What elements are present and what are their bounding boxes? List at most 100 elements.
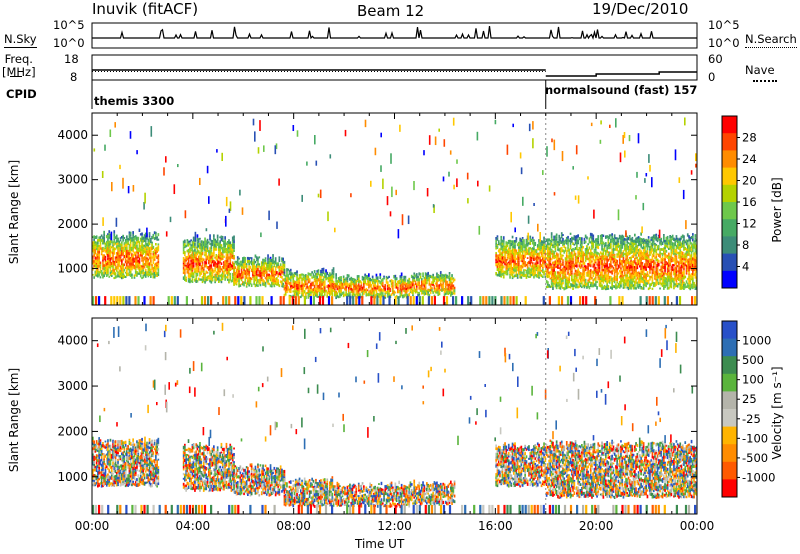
echo-cell <box>345 291 347 294</box>
echo-cell <box>184 274 186 278</box>
echo-cell <box>131 262 133 266</box>
echo-cell <box>560 269 563 272</box>
echo-cell <box>233 263 235 267</box>
echo-cell <box>605 257 607 261</box>
echo-cell <box>432 278 434 282</box>
echo-cell <box>274 273 277 276</box>
echo-cell <box>639 274 641 278</box>
echo-cell <box>245 271 248 275</box>
echo-cell <box>558 286 561 290</box>
echo-cell <box>587 270 589 274</box>
echo-cell <box>673 250 675 253</box>
echo-cell <box>623 274 626 277</box>
echo-cell <box>104 261 107 265</box>
echo-cell <box>533 247 535 251</box>
echo-cell <box>310 289 312 292</box>
echo-cell <box>538 276 540 279</box>
echo-cell <box>689 249 692 252</box>
echo-cell <box>186 249 189 253</box>
echo-cell <box>92 244 94 248</box>
echo-cell <box>265 262 268 267</box>
echo-cell <box>596 240 598 243</box>
echo-cell <box>236 273 239 276</box>
echo-cell <box>618 280 621 284</box>
echo-cell <box>628 238 631 241</box>
echo-cell <box>519 244 521 247</box>
echo-cell <box>126 255 128 258</box>
echo-cell <box>646 242 649 245</box>
echo-cell <box>242 260 244 264</box>
echo-cell <box>533 266 535 270</box>
echo-cell <box>155 236 157 240</box>
echo-cell <box>647 257 650 261</box>
echo-cell <box>107 271 109 274</box>
echo-cell <box>616 275 618 278</box>
echo-cell <box>663 239 665 243</box>
echo-cell <box>639 248 641 252</box>
echo-cell <box>108 276 111 278</box>
echo-cell <box>636 251 639 255</box>
echo-cell <box>693 257 695 261</box>
echo-cell <box>200 252 203 256</box>
echo-cell <box>645 268 647 271</box>
echo-cell <box>597 264 600 266</box>
echo-cell <box>593 248 596 251</box>
echo-cell <box>225 242 228 246</box>
echo-cell <box>625 258 627 261</box>
echo-cell <box>236 279 239 283</box>
echo-cell <box>618 286 621 289</box>
echo-cell <box>352 286 355 288</box>
echo-cell <box>182 269 185 272</box>
echo-cell <box>584 268 587 271</box>
echo-cell <box>253 267 255 270</box>
scatter-echo <box>635 195 637 200</box>
echo-cell <box>144 268 147 272</box>
ground-echo <box>418 296 421 305</box>
echo-cell <box>640 261 642 265</box>
echo-cell <box>605 277 607 281</box>
echo-cell <box>229 241 232 245</box>
echo-cell <box>536 266 539 270</box>
echo-cell <box>447 292 450 295</box>
echo-cell <box>608 256 611 261</box>
echo-cell <box>155 247 157 250</box>
echo-cell <box>186 262 189 266</box>
echo-cell <box>376 282 379 286</box>
echo-cell <box>685 269 688 273</box>
echo-cell <box>496 265 499 269</box>
echo-cell <box>650 265 653 268</box>
echo-cell <box>640 240 642 244</box>
echo-cell <box>519 246 521 249</box>
echo-cell <box>98 253 100 257</box>
echo-cell <box>666 281 669 284</box>
echo-cell <box>182 262 185 265</box>
ground-echo <box>185 296 188 305</box>
echo-cell <box>628 273 631 276</box>
echo-cell <box>215 243 218 246</box>
echo-cell <box>413 289 416 292</box>
echo-cell <box>418 284 421 287</box>
echo-cell <box>99 276 102 279</box>
echo-cell <box>495 254 497 258</box>
echo-cell <box>663 234 665 236</box>
echo-cell <box>131 265 133 268</box>
echo-cell <box>386 290 389 293</box>
echo-cell <box>668 261 670 265</box>
echo-cell <box>444 292 447 295</box>
echo-cell <box>407 294 409 297</box>
echo-cell <box>265 266 268 269</box>
echo-cell <box>287 274 290 278</box>
echo-cell <box>197 261 200 266</box>
echo-cell <box>286 279 288 283</box>
echo-cell <box>535 265 538 267</box>
echo-cell <box>533 244 535 246</box>
echo-cell <box>296 285 298 288</box>
echo-cell <box>95 241 98 245</box>
echo-cell <box>615 245 617 249</box>
echo-cell <box>218 264 220 267</box>
echo-cell <box>371 292 374 296</box>
echo-cell <box>548 271 550 274</box>
echo-cell <box>272 272 274 275</box>
echo-cell <box>365 282 368 286</box>
echo-cell <box>206 271 209 274</box>
